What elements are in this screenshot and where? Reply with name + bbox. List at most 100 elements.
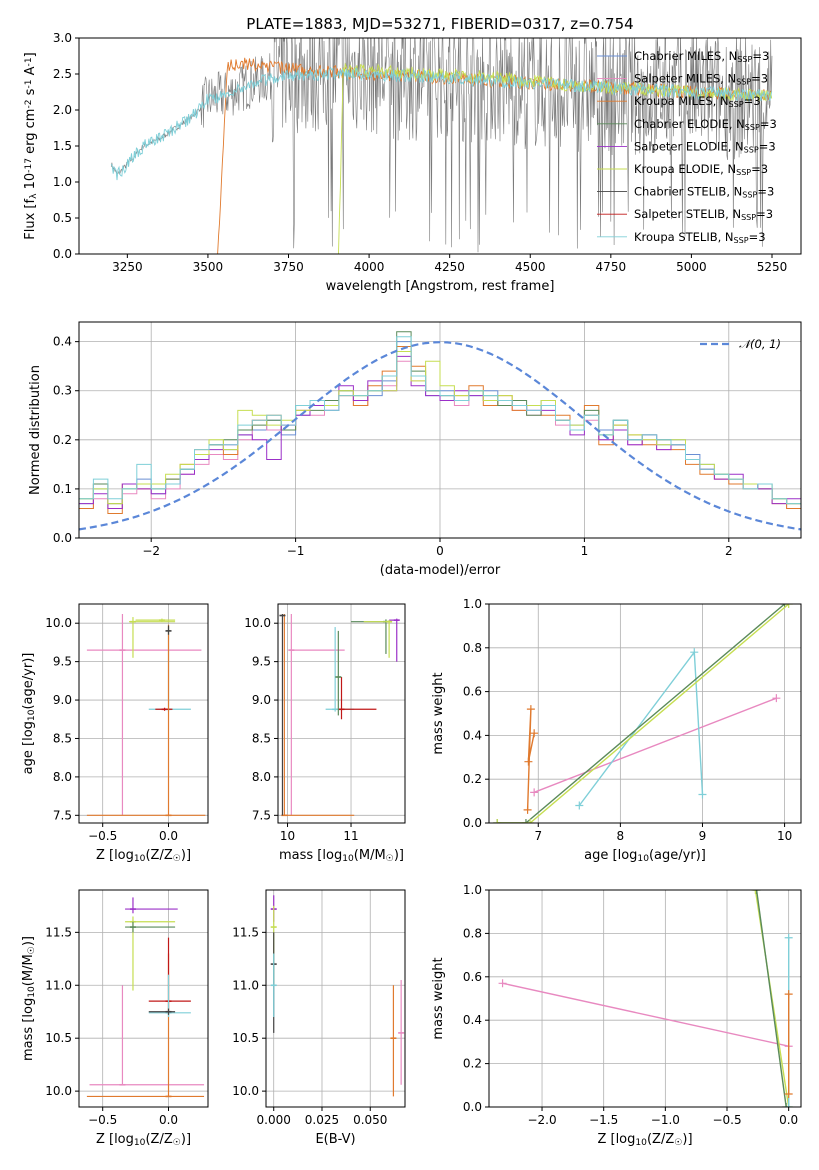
x-tick-label: −1.5 (589, 1113, 618, 1127)
y-tick-label: 0.8 (463, 926, 482, 940)
legend-label: Salpeter MILES, NSSP=3 (634, 72, 768, 87)
point-marker (698, 790, 707, 799)
y-tick-label: 0.2 (53, 433, 72, 447)
point-marker (690, 648, 699, 657)
y-tick-label: 8.5 (252, 731, 271, 745)
point-marker (526, 705, 535, 714)
panel-mass-vs-EBV: 0.000 0.025 0.050 10.0 10.5 11.0 11.5 E(B-V) (232, 889, 406, 1147)
x-axis-label: mass [log10(M/M☉)] (279, 848, 404, 864)
x-tick-label: 0.050 (353, 1113, 387, 1127)
x-axis-label: E(B-V) (315, 1132, 355, 1147)
x-tick-label: 3500 (193, 260, 224, 274)
y-tick-label: 0.2 (463, 1057, 482, 1071)
normal-curve-line (79, 341, 801, 531)
x-axis-label: Z [log10(Z/Z☉)] (96, 1132, 191, 1148)
plot-area-age-vs-mass (279, 613, 400, 817)
x-tick-label: 4500 (515, 260, 546, 274)
x-tick-label: 11 (343, 829, 358, 843)
y-tick-label: 7.5 (53, 808, 72, 822)
y-tick-label: 0.3 (53, 384, 72, 398)
x-tick-label: −1.0 (651, 1113, 680, 1127)
y-tick-label: 9.0 (252, 693, 271, 707)
panel-massweight-vs-age: 7 8 9 10 0.0 0.2 0.4 0.6 0.8 1.0 age [log10(age/yr… (431, 597, 802, 864)
point-marker (530, 788, 539, 797)
legend-label: Kroupa ELODIE, NSSP=3 (634, 162, 768, 177)
panel-spectrum: Chabrier MILES, NSSP=3 Salpeter MILES, NS… (23, 31, 802, 294)
y-axis-label: age [log10(age/yr)] (21, 653, 37, 775)
y-tick-label: 10.0 (45, 616, 72, 630)
y-tick-label: 0.4 (463, 728, 482, 742)
x-tick-label: 3250 (112, 260, 143, 274)
panel-age-vs-mass: 10 11 7.5 8.0 8.5 9.0 9.5 10.0 mass [log10(M/M☉)… (244, 603, 406, 864)
plot-area-massweight-vs-Z (498, 890, 793, 1107)
figure-title: PLATE=1883, MJD=53271, FIBERID=0317, z=0… (246, 15, 633, 33)
axes-frame (78, 603, 209, 824)
x-tick-label: 4750 (596, 260, 627, 274)
legend-label: Kroupa STELIB, NSSP=3 (634, 230, 766, 245)
point-marker (784, 1103, 793, 1107)
point-marker (493, 819, 502, 823)
y-tick-label: 1.0 (463, 883, 482, 897)
point-marker (784, 1089, 793, 1098)
y-tick-label: 11.5 (232, 925, 259, 939)
point-marker (521, 819, 530, 823)
histogram-kroupa-elodie (79, 351, 801, 505)
x-tick-label: 4000 (354, 260, 385, 274)
y-tick-label: 8.0 (53, 770, 72, 784)
x-axis-label: (data-model)/error (380, 563, 501, 578)
y-tick-label: 2.0 (53, 103, 72, 117)
point-marker (784, 933, 793, 942)
series-line-kroupa-miles (526, 709, 535, 810)
x-tick-label: 10 (280, 829, 295, 843)
y-tick-label: 1.5 (53, 139, 72, 153)
panel-residuals: 𝒩(0, 1) −2 −1 0 1 2 0.0 0.1 0.2 0.3 0.4 (data-model… (28, 321, 802, 578)
plot-area-spectrum (110, 38, 773, 254)
point-marker (530, 729, 539, 738)
axes-frame (488, 889, 802, 1108)
x-tick-label: 2 (725, 544, 733, 558)
x-tick-label: −0.5 (88, 829, 117, 843)
x-tick-label: 4250 (434, 260, 465, 274)
legend-label: 𝒩(0, 1) (739, 337, 781, 351)
x-tick-label: −0.5 (88, 1113, 117, 1127)
series-line-salpeter-miles (502, 982, 789, 1047)
axes-frame (78, 889, 209, 1108)
legend-label: Salpeter ELODIE, NSSP=3 (634, 139, 776, 154)
model-line-kroupa-stelib (110, 67, 773, 181)
y-tick-label: 11.0 (45, 978, 72, 992)
x-tick-label: 3750 (273, 260, 304, 274)
x-tick-label: 9 (699, 829, 707, 843)
point-marker (752, 890, 761, 894)
y-tick-label: 0.8 (463, 641, 482, 655)
observed-spectrum-line (110, 38, 773, 253)
x-tick-label: −2.0 (527, 1113, 556, 1127)
y-tick-label: 0.0 (463, 1100, 482, 1114)
y-tick-label: 0.1 (53, 482, 72, 496)
plot-area-mass-vs-EBV (270, 895, 405, 1097)
x-axis-label: Z [log10(Z/Z☉)] (597, 1132, 692, 1148)
y-axis-label: Normed distribution (28, 365, 43, 495)
y-axis-label: mass weight (431, 672, 446, 754)
y-tick-label: 7.5 (252, 808, 271, 822)
y-tick-label: 3.0 (53, 31, 72, 45)
y-tick-label: 0.2 (463, 772, 482, 786)
x-tick-label: 0 (436, 544, 444, 558)
axes-frame (488, 603, 802, 824)
y-tick-label: 9.5 (53, 655, 72, 669)
point-marker (526, 819, 535, 823)
legend-label: Salpeter STELIB, NSSP=3 (634, 207, 773, 222)
point-marker (575, 801, 584, 810)
x-tick-label: 0.0 (159, 829, 178, 843)
point-marker (751, 890, 760, 894)
y-tick-label: 0.6 (463, 970, 482, 984)
point-marker (498, 979, 507, 988)
plot-area-massweight-vs-age (493, 604, 793, 823)
x-tick-label: 0.025 (305, 1113, 339, 1127)
x-axis-label: Z [log10(Z/Z☉)] (96, 848, 191, 864)
point-marker (784, 990, 793, 999)
plot-area-residuals (79, 331, 801, 531)
x-tick-label: 7 (534, 829, 542, 843)
legend-label: Chabrier MILES, NSSP=3 (634, 49, 769, 64)
legend-label: Kroupa MILES, NSSP=3 (634, 94, 761, 109)
